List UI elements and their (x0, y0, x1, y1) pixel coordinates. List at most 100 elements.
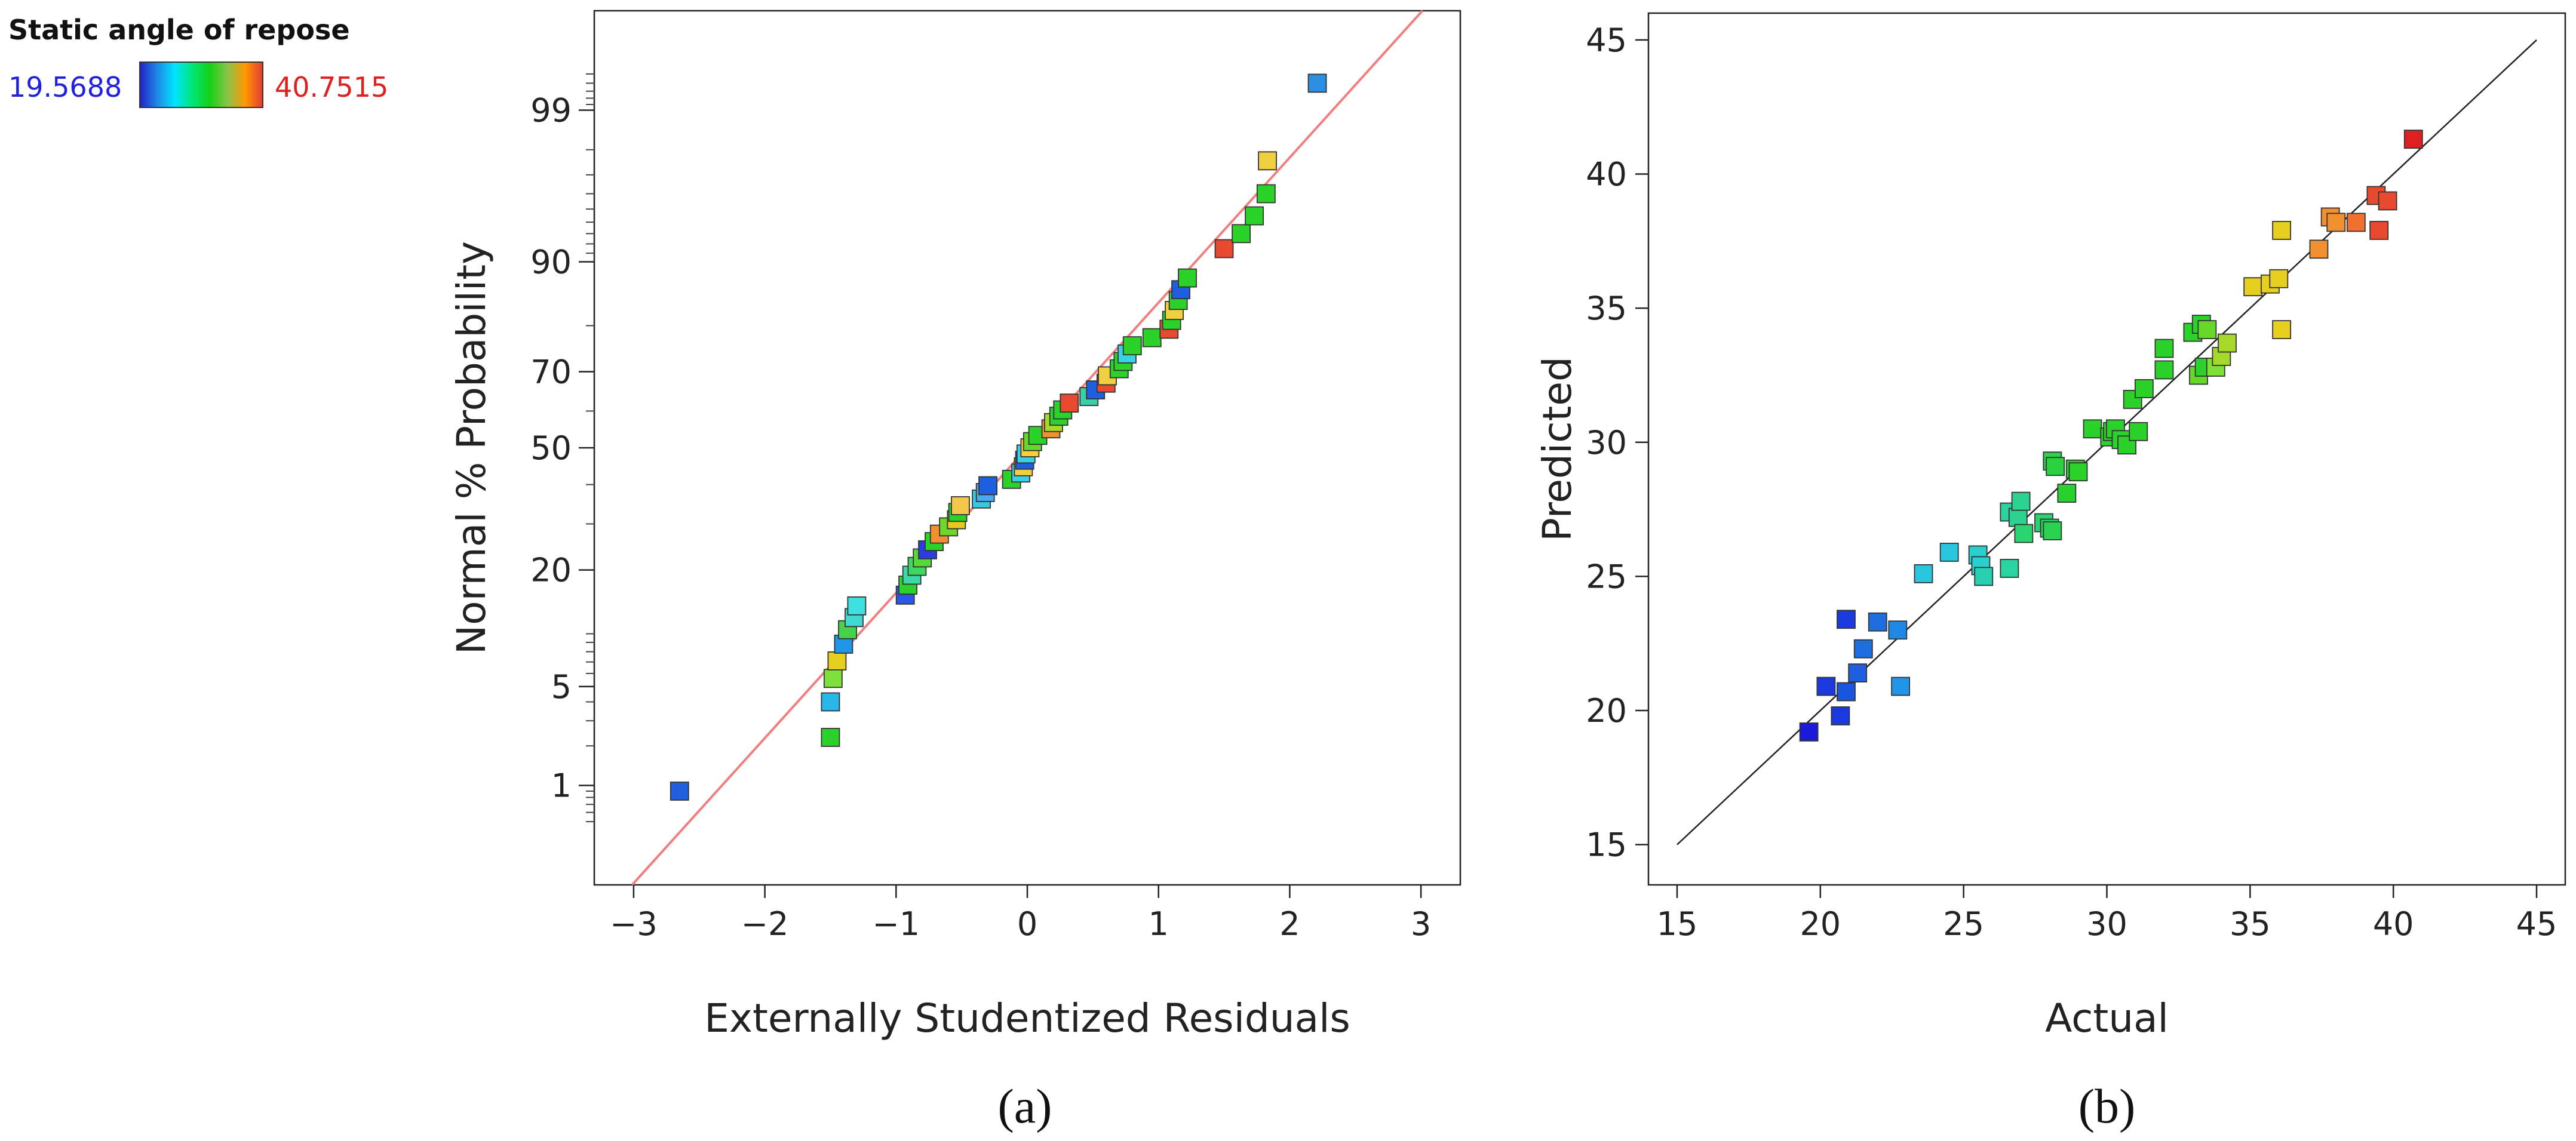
plot-b-point (2272, 220, 2292, 240)
plot-b-point (2272, 320, 2292, 339)
plot-b-point (2011, 491, 2031, 511)
plot-b-point (2000, 559, 2019, 578)
plot-b-point (2346, 213, 2366, 232)
plot-b-point (1831, 706, 1850, 725)
plot-a-y-tick-label: 90 (530, 243, 572, 281)
plot-b-point (1868, 612, 1887, 632)
plot-a-point (1142, 328, 1162, 347)
plot-b-frame (1647, 12, 2566, 886)
plot-a-point (1060, 393, 1079, 413)
plot-a-x-axis-label: Externally Studentized Residuals (704, 995, 1350, 1041)
plot-b-y-ticks: 15 20 25 30 35 40 45 (1586, 21, 1648, 864)
plot-b-point (2014, 524, 2034, 543)
plot-a-point (1307, 73, 1327, 93)
plot-a-points (670, 73, 1327, 801)
plot-b-y-tick-label: 30 (1586, 424, 1627, 462)
plot-a-x-tick-label: −1 (872, 905, 920, 943)
plot-b-y-tick-label: 15 (1586, 826, 1627, 864)
plot-b-point (2068, 462, 2088, 482)
plot-a-point (821, 728, 840, 747)
plot-b-x-tick-label: 20 (1800, 905, 1841, 943)
panel-a-tag: (a) (997, 1079, 1052, 1133)
plot-a-x-tick-label: −3 (610, 905, 658, 943)
plot-a-point (821, 692, 840, 712)
plot-a-y-tick-label: 20 (530, 552, 572, 589)
plot-a-point (823, 669, 843, 688)
plot-b-point (1837, 610, 1856, 629)
plot-b-point (2243, 277, 2263, 297)
plot-b-point (1974, 567, 1994, 586)
plot-a-point (1256, 184, 1276, 204)
plot-b-point (2083, 419, 2102, 439)
plot-b-y-tick-label: 20 (1586, 692, 1627, 730)
plot-a-x-tick-label: 3 (1411, 905, 1431, 943)
plot-a-x-tick-label: 2 (1279, 905, 1300, 943)
plot-a-point (1214, 239, 1234, 259)
plot-b-point (2154, 339, 2174, 358)
plot-b-point (1848, 663, 1868, 683)
plot-b-point (2043, 521, 2062, 540)
plot-a-x-tick-label: 1 (1149, 905, 1169, 943)
plot-a-point (827, 651, 847, 671)
plot-b-point (2129, 422, 2148, 441)
plot-b-point (2403, 130, 2423, 149)
plot-b-x-tick-label: 25 (1943, 905, 1984, 943)
plot-a-point (951, 496, 970, 515)
plot-a-y-tick-label: 5 (551, 668, 572, 706)
plot-b-x-tick-label: 35 (2230, 905, 2271, 943)
plot-b-x-tick-label: 40 (2373, 905, 2414, 943)
plot-b-point (2154, 360, 2174, 380)
plot-a-point (847, 596, 867, 616)
plot-a-y-ticks: 1 5 20 50 70 90 99 (530, 92, 594, 804)
plot-b-x-axis-label: Actual (2045, 995, 2169, 1041)
plot-a-y-axis-label: Normal % Probability (449, 241, 495, 654)
plot-a-y-tick-label: 99 (530, 92, 572, 130)
legend-min-label: 19.5688 (8, 71, 122, 103)
plot-b-y-tick-label: 25 (1586, 558, 1627, 595)
plot-a-y-tick-label: 50 (530, 429, 572, 467)
plot-b-point (2197, 320, 2217, 339)
plot-a-point (1122, 336, 1142, 355)
plot-b-point (2378, 191, 2397, 211)
plot-b-point (2134, 379, 2154, 398)
color-legend: Static angle of repose 19.5688 40.7515 (8, 14, 388, 108)
plot-b-y-tick-label: 40 (1586, 156, 1627, 193)
plot-b-point (2369, 220, 2389, 240)
legend-title: Static angle of repose (8, 14, 350, 46)
predicted-vs-actual-plot: 15 20 25 30 35 40 45 15 20 25 30 35 40 45 Actual Pre… (1534, 12, 2566, 1133)
plot-a-x-ticks: −3 −2 −1 0 1 2 3 (610, 885, 1431, 943)
plot-b-y-axis-label: Predicted (1534, 356, 1580, 542)
plot-a-x-tick-label: −2 (741, 905, 789, 943)
plot-a-y-tick-label: 70 (530, 353, 572, 391)
plot-a-point (1245, 206, 1264, 226)
plot-b-points (1799, 130, 2423, 742)
plot-a-point (670, 782, 689, 801)
plot-a-x-tick-label: 0 (1017, 905, 1037, 943)
plot-b-point (2046, 457, 2065, 476)
plot-b-point (2008, 508, 2028, 527)
plot-b-point (1939, 543, 1959, 562)
plot-b-point (1888, 620, 1908, 640)
plot-b-point (2309, 239, 2329, 259)
plot-a-y-tick-label: 1 (551, 767, 572, 804)
panel-b-tag: (b) (2078, 1079, 2136, 1133)
plot-b-point (1816, 676, 1836, 696)
plot-b-point (2269, 269, 2289, 288)
plot-b-point (2218, 333, 2237, 353)
plot-b-point (1799, 722, 1819, 742)
plot-b-point (2326, 213, 2346, 232)
legend-max-label: 40.7515 (275, 71, 388, 103)
plot-b-point (2057, 484, 2077, 503)
plot-b-point (1891, 676, 1911, 696)
plot-b-x-tick-label: 30 (2086, 905, 2127, 943)
plot-b-x-tick-label: 15 (1657, 905, 1698, 943)
normal-probability-plot: −3 −2 −1 0 1 2 3 1 5 20 50 70 90 99 Externally Stude… (449, 10, 1462, 1133)
plot-a-point (978, 476, 997, 496)
plot-b-y-tick-label: 35 (1586, 290, 1627, 327)
plot-b-y-tick-label: 45 (1586, 21, 1627, 59)
plot-b-x-tick-label: 45 (2516, 905, 2557, 943)
plot-b-point (1914, 564, 1933, 583)
plot-a-point (1232, 224, 1251, 244)
